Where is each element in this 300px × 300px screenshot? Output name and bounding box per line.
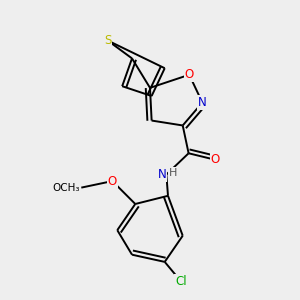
Text: H: H <box>169 168 177 178</box>
Text: O: O <box>211 153 220 166</box>
Text: O: O <box>184 68 194 81</box>
Text: S: S <box>104 34 111 47</box>
Text: O: O <box>108 175 117 188</box>
Text: Cl: Cl <box>175 275 187 288</box>
Text: N: N <box>158 168 166 181</box>
Text: OCH₃: OCH₃ <box>52 183 80 193</box>
Text: N: N <box>198 96 207 109</box>
